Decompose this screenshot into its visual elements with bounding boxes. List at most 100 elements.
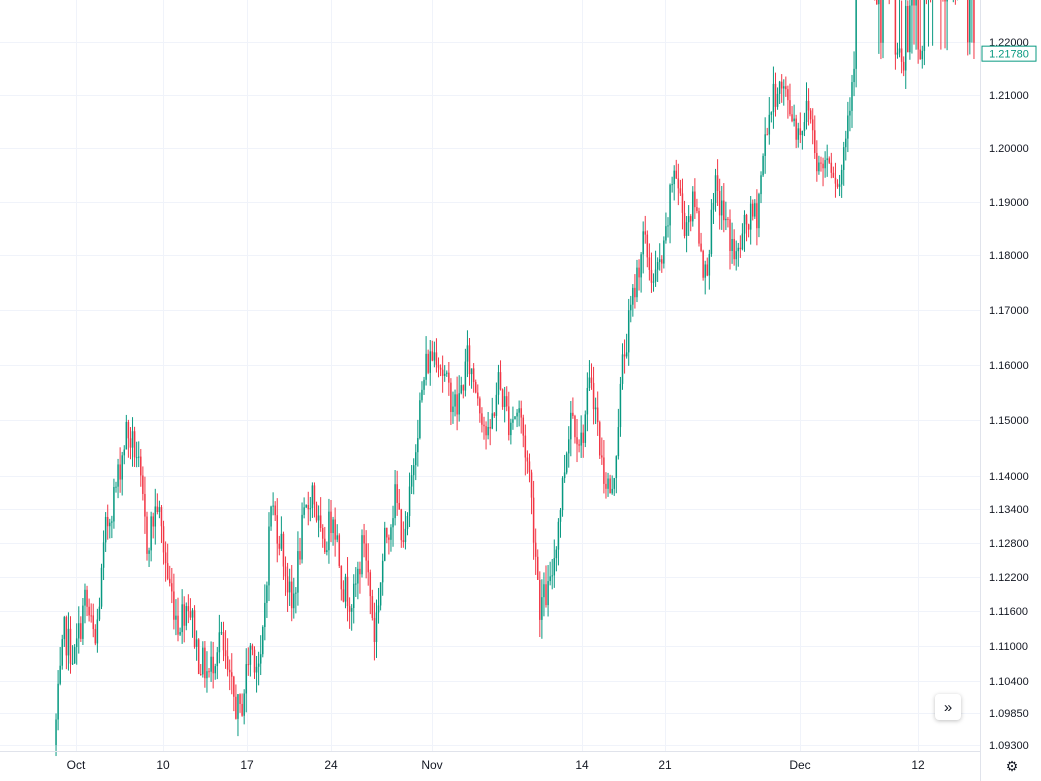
- candle-body: [838, 184, 841, 187]
- candle-body: [551, 575, 553, 577]
- candle-body: [698, 210, 700, 244]
- candle: [636, 259, 638, 303]
- candle: [611, 475, 613, 495]
- candle: [530, 469, 533, 515]
- candle-body: [561, 478, 564, 511]
- candle-body: [55, 719, 57, 745]
- candle-body: [547, 581, 549, 606]
- candle-body: [135, 457, 138, 459]
- candle: [135, 441, 138, 468]
- candle-body: [332, 519, 334, 534]
- candle-body: [508, 406, 510, 436]
- candle-body: [603, 457, 605, 484]
- candle: [90, 603, 92, 623]
- candle: [152, 512, 154, 539]
- candle: [346, 557, 349, 622]
- price-axis[interactable]: 1.220001.210001.200001.190001.180001.170…: [989, 37, 1029, 752]
- candle-body: [78, 623, 80, 639]
- candle-body: [297, 551, 299, 593]
- candle-body: [896, 52, 899, 55]
- candle: [497, 364, 500, 405]
- candle: [338, 533, 341, 569]
- candle-body: [423, 379, 425, 390]
- candle-body: [373, 617, 376, 642]
- candle-body: [284, 566, 287, 577]
- candle: [158, 500, 161, 519]
- candle: [295, 587, 297, 614]
- scroll-to-realtime-button[interactable]: »: [935, 694, 961, 720]
- time-tick-label: 12: [911, 758, 925, 772]
- candle-body: [909, 5, 911, 53]
- candle: [836, 179, 839, 189]
- candle: [259, 635, 262, 676]
- candle-body: [392, 518, 394, 528]
- candle-body: [208, 671, 210, 673]
- candle-body: [553, 558, 556, 576]
- candle: [514, 416, 516, 420]
- candle: [491, 397, 494, 430]
- candle: [371, 589, 374, 621]
- candle-body: [305, 505, 307, 508]
- candle-body: [452, 406, 454, 413]
- candle: [439, 364, 442, 377]
- candle: [919, 0, 921, 60]
- candle: [278, 535, 281, 556]
- candle-body: [173, 591, 175, 620]
- candle: [685, 216, 688, 253]
- candle-body: [417, 438, 419, 453]
- candle: [627, 298, 630, 366]
- settings-gear-icon[interactable]: ⚙: [1005, 757, 1019, 774]
- candle: [683, 200, 686, 239]
- candle: [464, 348, 467, 397]
- candle: [477, 384, 479, 406]
- candle: [563, 454, 566, 483]
- candle: [689, 214, 692, 232]
- candle-body: [522, 417, 525, 436]
- candle: [142, 466, 144, 501]
- candle-body: [466, 345, 469, 362]
- candle-body: [133, 431, 136, 458]
- candle: [737, 242, 740, 267]
- candle: [222, 621, 225, 662]
- candle: [255, 655, 258, 693]
- candle: [805, 82, 808, 130]
- candle-body: [505, 396, 508, 407]
- candle: [307, 491, 310, 526]
- candle-body: [671, 184, 673, 186]
- candle-body: [65, 617, 68, 656]
- candle: [431, 340, 434, 362]
- candle-body: [363, 535, 365, 544]
- candle-body: [768, 114, 771, 135]
- time-tick-label: 24: [324, 758, 338, 772]
- candle-body: [749, 203, 752, 230]
- candle-body: [574, 415, 576, 438]
- candle-body: [805, 100, 808, 123]
- candle-body: [737, 247, 740, 252]
- candle-body: [588, 377, 591, 388]
- candle-body: [915, 0, 917, 6]
- time-tick-label: 17: [240, 758, 254, 772]
- candle-body: [702, 250, 704, 278]
- candle-body: [656, 262, 659, 270]
- candle: [88, 598, 90, 622]
- candle-body: [520, 408, 522, 418]
- candle: [415, 444, 417, 481]
- candle-body: [307, 505, 310, 510]
- candle-body: [384, 527, 386, 561]
- candle: [902, 56, 905, 77]
- candle: [394, 470, 396, 526]
- time-axis[interactable]: Oct 10 17 24 Nov 14 21 Dec 12: [67, 758, 925, 772]
- candle-body: [725, 218, 727, 221]
- candle: [880, 0, 882, 60]
- candle: [474, 379, 477, 394]
- candle-body: [228, 669, 231, 673]
- candle: [315, 501, 318, 523]
- candle: [160, 504, 163, 543]
- candle-body: [59, 665, 61, 684]
- candle: [710, 199, 713, 257]
- candle-body: [536, 556, 539, 580]
- candle: [644, 215, 646, 244]
- candle: [729, 209, 731, 270]
- candle-body: [162, 526, 165, 553]
